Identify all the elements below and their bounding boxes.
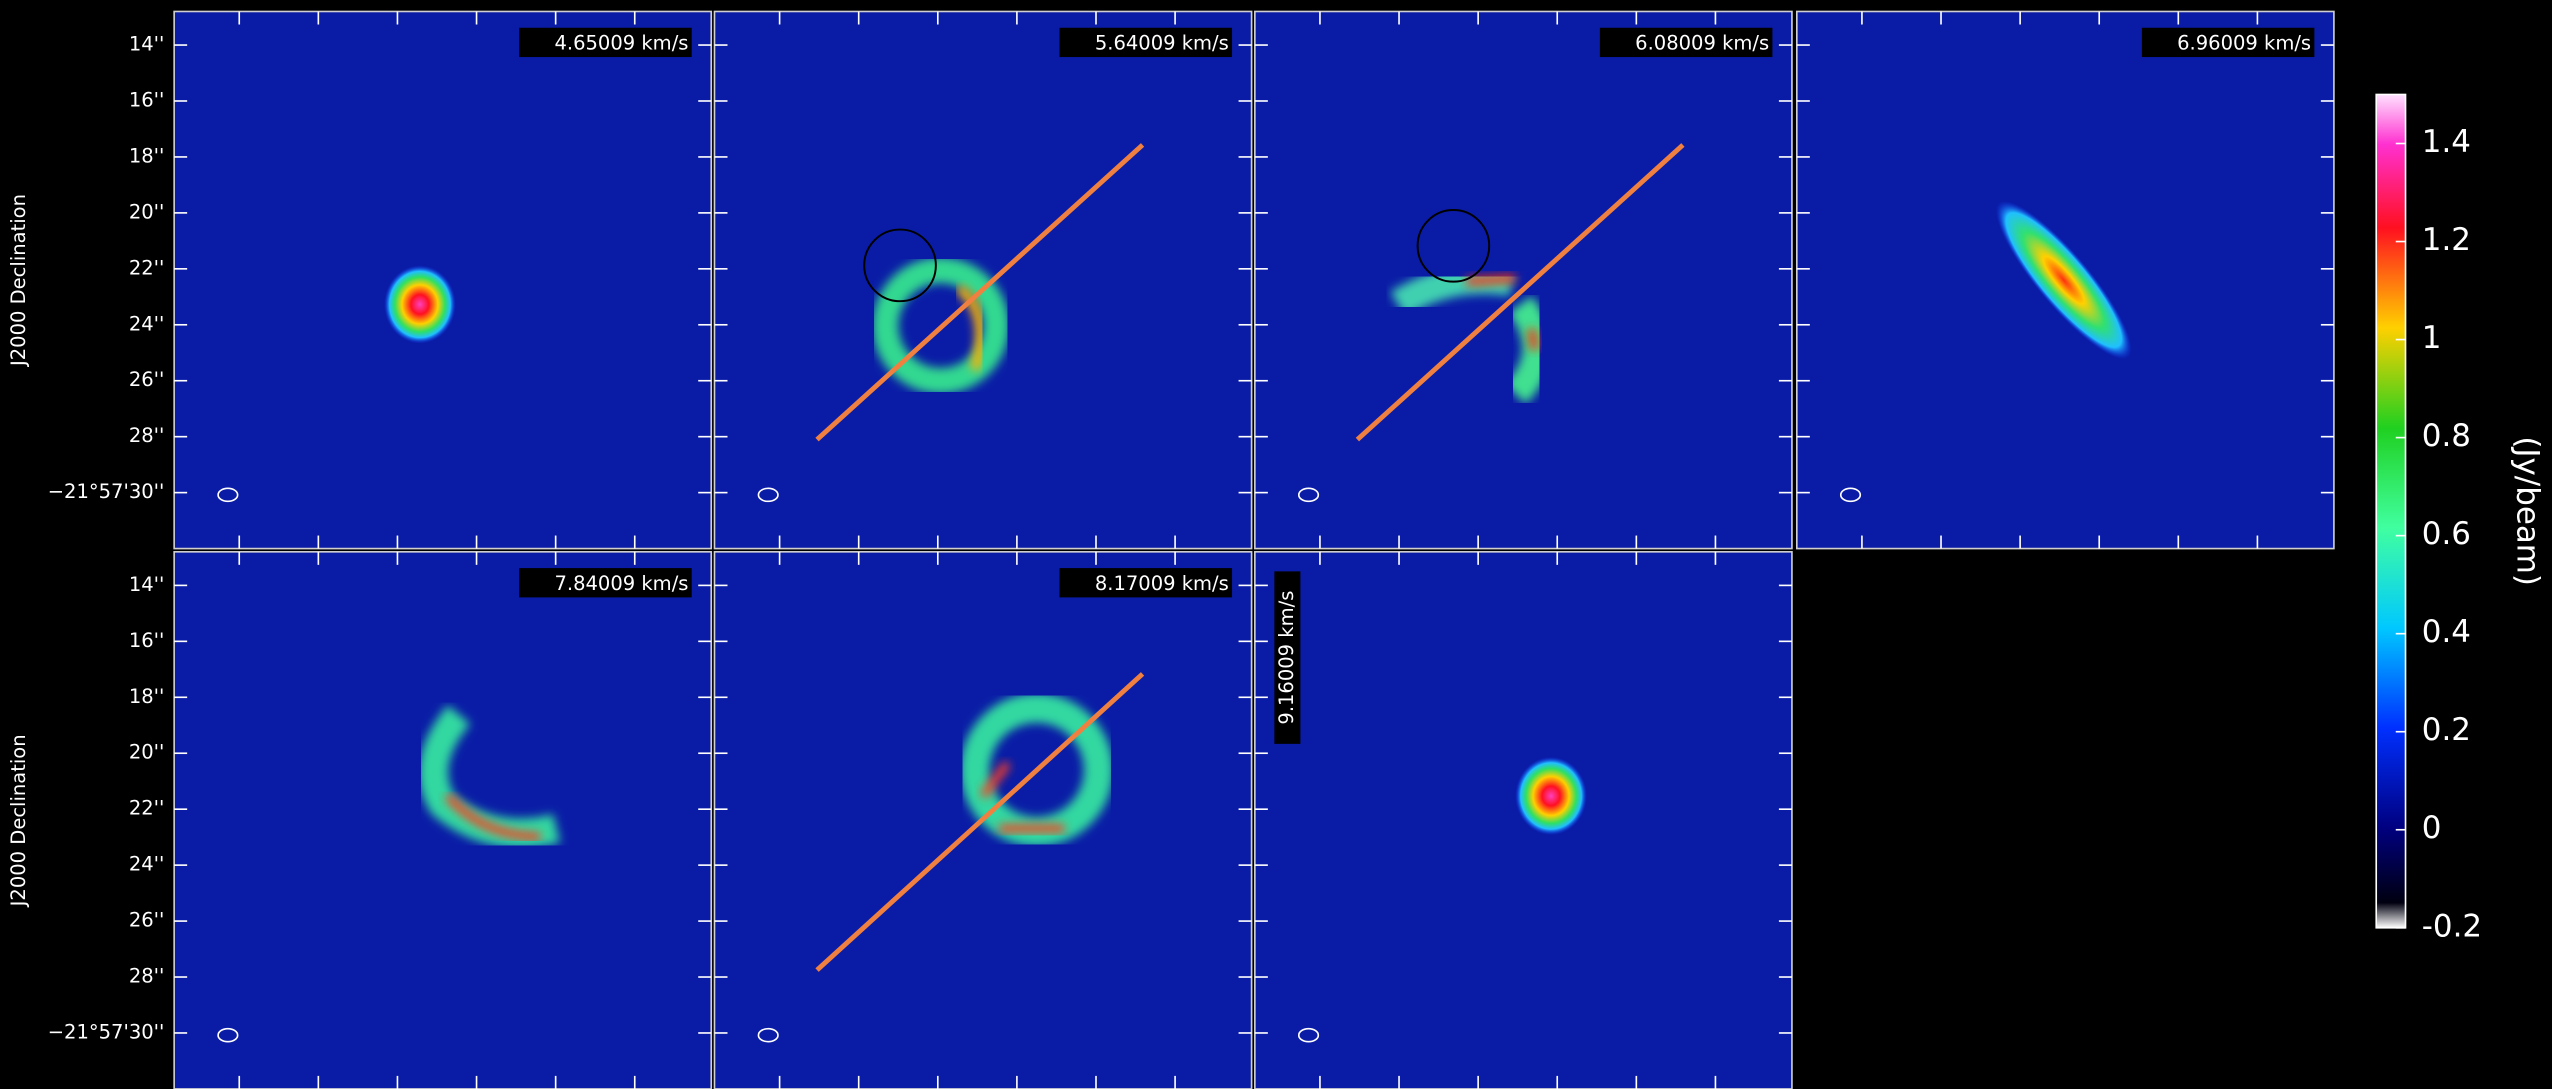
y-tick-label: 22'' [129,797,165,820]
panel-label: 4.65009 km/s [554,32,688,55]
y-tick-label: −21°57'30'' [48,1020,165,1043]
panel-image [1255,11,1792,548]
colorbar-tick-label: 0.6 [2422,516,2471,552]
y-tick-label: 14'' [129,573,165,596]
panel-label: 5.64009 km/s [1095,32,1229,55]
colorbar-label: (Jy/beam) [2509,436,2545,586]
panel-label: 9.16009 km/s [1275,591,1298,725]
panel-label: 8.17009 km/s [1095,572,1229,595]
panel: 14'' 16'' 18'' 20'' 22'' 24'' 26'' 28'' −21°57'3… [7,552,711,1089]
colorbar-tick-label: -0.2 [2422,908,2482,944]
colorbar [2376,94,2405,927]
panel: 9.16009 km/s [1255,552,1792,1089]
panel: 8.17009 km/s [714,552,1251,1089]
y-tick-label: 26'' [129,368,165,391]
y-tick-label: 18'' [129,685,165,708]
colorbar-tick-label: 1.4 [2422,124,2471,160]
emission [1515,757,1587,835]
y-tick-label: 18'' [129,144,165,167]
y-tick-label: 16'' [129,88,165,111]
y-tick-label: 28'' [129,965,165,988]
panel: 14'' 16'' 18'' 20'' 22'' 24'' 26'' 28'' −21°57'3… [7,11,711,548]
y-tick-label: 24'' [129,312,165,335]
panel-label: 6.08009 km/s [1635,32,1769,55]
y-tick-label: 22'' [129,256,165,279]
colorbar-tick-label: 0 [2422,810,2442,846]
colorbar-tick-label: 0.4 [2422,614,2471,650]
figure: 14'' 16'' 18'' 20'' 22'' 24'' 26'' 28'' −21°57'3… [0,0,2552,1089]
colorbar-ticks: 1.4 1.2 1 0.8 0.6 0.4 0.2 0 -0.2 [2396,124,2482,944]
panel: 6.08009 km/s [1255,11,1792,548]
y-tick-label: −21°57'30'' [48,480,165,503]
panel-label: 6.96009 km/s [2177,32,2311,55]
y-tick-label: 28'' [129,424,165,447]
panel: 6.96009 km/s [1797,11,2334,548]
colorbar-tick-label: 0.2 [2422,712,2471,748]
y-tick-label: 20'' [129,741,165,764]
emission [384,265,456,343]
y-tick-label: 26'' [129,909,165,932]
colorbar-tick-label: 0.8 [2422,418,2471,454]
panels: 14'' 16'' 18'' 20'' 22'' 24'' 26'' 28'' −21°57'3… [7,11,2334,1088]
panel-label: 7.84009 km/s [554,572,688,595]
panel: 5.64009 km/s [714,11,1251,548]
colorbar-tick-label: 1 [2422,320,2442,356]
y-axis-label: J2000 Declination [7,194,30,368]
y-tick-label: 20'' [129,200,165,223]
y-tick-label: 16'' [129,629,165,652]
y-tick-label: 14'' [129,33,165,56]
y-axis-label: J2000 Declination [7,734,30,908]
colorbar-tick-label: 1.2 [2422,222,2471,258]
y-tick-label: 24'' [129,853,165,876]
